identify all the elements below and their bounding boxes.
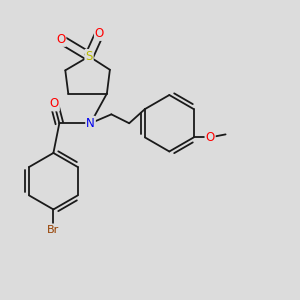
- Text: S: S: [85, 50, 93, 63]
- Text: Br: Br: [47, 225, 59, 235]
- Text: O: O: [206, 131, 215, 144]
- Text: O: O: [50, 98, 59, 110]
- Text: N: N: [86, 117, 95, 130]
- Text: O: O: [56, 33, 65, 46]
- Text: O: O: [95, 27, 104, 40]
